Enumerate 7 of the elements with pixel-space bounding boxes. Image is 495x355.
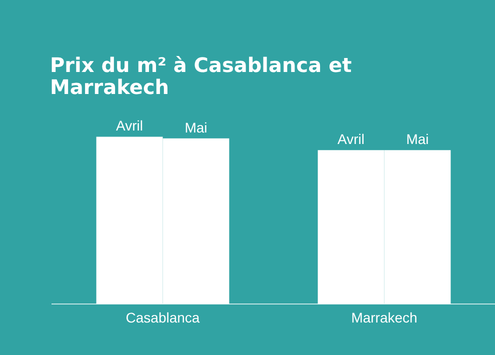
chart-title: Prix du m² à Casablanca et Marrakech bbox=[50, 53, 353, 99]
series-label: Mai bbox=[184, 119, 208, 136]
series-label: Avril bbox=[338, 131, 365, 147]
text: Avril bbox=[116, 118, 144, 134]
text: Mai bbox=[406, 131, 429, 147]
x-tick-label: Casablanca bbox=[126, 309, 200, 326]
x-tick-label: Marrakech bbox=[351, 309, 418, 326]
